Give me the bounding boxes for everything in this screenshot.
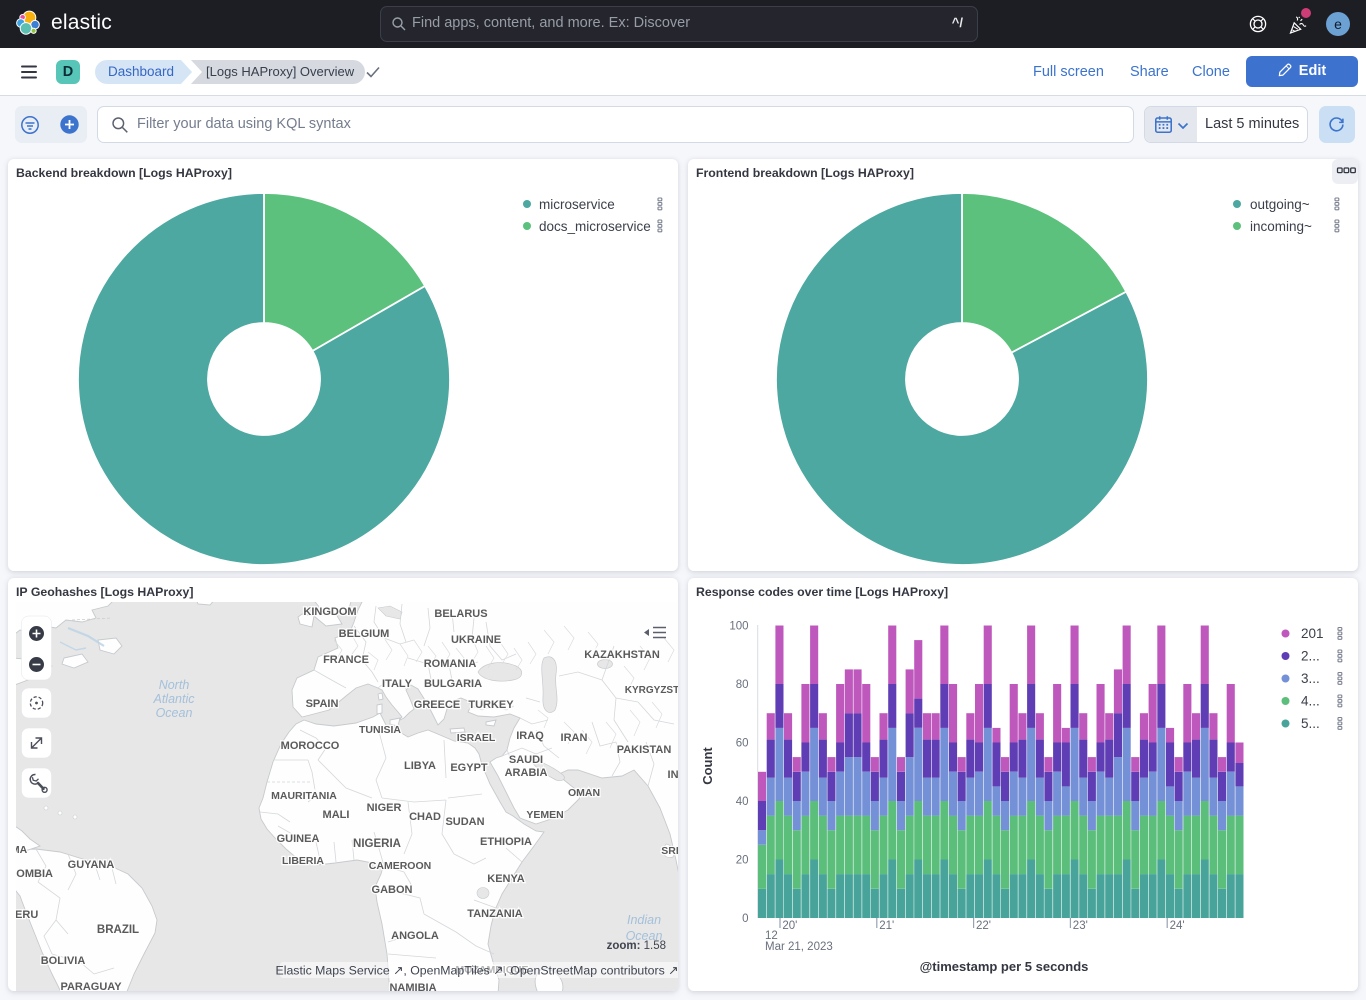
svg-text:5...: 5... — [1301, 716, 1320, 731]
svg-text:MALI: MALI — [323, 809, 350, 821]
svg-text:Mar 21, 2023: Mar 21, 2023 — [765, 941, 833, 953]
svg-text:docs_microservice: docs_microservice — [539, 219, 651, 234]
svg-text:SAUDI: SAUDI — [509, 754, 543, 766]
svg-text:60: 60 — [736, 738, 749, 750]
svg-text:ETHIOPIA: ETHIOPIA — [480, 836, 532, 848]
svg-text:GREECE: GREECE — [414, 699, 460, 711]
svg-text:ROMANIA: ROMANIA — [424, 658, 477, 670]
svg-text:SUDAN: SUDAN — [445, 816, 484, 828]
svg-text:MA: MA — [16, 844, 28, 856]
svg-text:3...: 3... — [1301, 671, 1320, 686]
svg-text:20': 20' — [782, 920, 797, 932]
svg-text:@timestamp per 5 seconds: @timestamp per 5 seconds — [920, 959, 1089, 974]
svg-text:GABON: GABON — [372, 884, 413, 896]
svg-text:24': 24' — [1170, 920, 1185, 932]
svg-text:microservice: microservice — [539, 197, 615, 212]
svg-text:SRI: SRI — [661, 845, 678, 857]
svg-text:ISRAEL: ISRAEL — [457, 732, 496, 744]
svg-text:North: North — [159, 678, 190, 692]
svg-text:Atlantic: Atlantic — [153, 692, 196, 706]
svg-text:100: 100 — [729, 621, 748, 633]
svg-text:Ocean: Ocean — [626, 929, 663, 943]
svg-text:TANZANIA: TANZANIA — [467, 908, 522, 920]
svg-text:80: 80 — [736, 679, 749, 691]
svg-text:MAURITANIA: MAURITANIA — [271, 790, 337, 802]
svg-text:YEMEN: YEMEN — [526, 809, 563, 821]
svg-text:OMAN: OMAN — [568, 787, 600, 799]
svg-text:KAZAKHSTAN: KAZAKHSTAN — [584, 649, 660, 661]
svg-text:22': 22' — [976, 920, 991, 932]
svg-text:ARABIA: ARABIA — [505, 767, 548, 779]
svg-text:IND: IND — [668, 769, 678, 781]
svg-text:BELGIUM: BELGIUM — [339, 628, 390, 640]
svg-text:23': 23' — [1073, 920, 1088, 932]
svg-text:SPAIN: SPAIN — [306, 698, 339, 710]
svg-text:Indian: Indian — [627, 913, 661, 927]
svg-text:LIBERIA: LIBERIA — [282, 855, 324, 867]
svg-text:GUINEA: GUINEA — [277, 833, 320, 845]
svg-text:NAMIBIA: NAMIBIA — [389, 982, 436, 991]
svg-text:LIBYA: LIBYA — [404, 760, 436, 772]
svg-text:Elastic Maps Service ↗, OpenMa: Elastic Maps Service ↗, OpenMapTiles ↗, … — [276, 964, 678, 978]
svg-text:UKRAINE: UKRAINE — [451, 634, 501, 646]
svg-text:zoom: 1.58: zoom: 1.58 — [607, 940, 666, 952]
svg-text:ITALY: ITALY — [382, 678, 413, 690]
svg-text:FRANCE: FRANCE — [323, 654, 369, 666]
svg-text:20: 20 — [736, 855, 749, 867]
svg-text:BRAZIL: BRAZIL — [97, 924, 139, 936]
svg-text:NIGER: NIGER — [367, 802, 402, 814]
svg-text:IRAN: IRAN — [561, 732, 588, 744]
svg-text:4...: 4... — [1301, 694, 1320, 709]
svg-text:NIGERIA: NIGERIA — [353, 838, 401, 850]
svg-text:KENYA: KENYA — [487, 873, 525, 885]
svg-text:PARAGUAY: PARAGUAY — [60, 981, 122, 991]
svg-text:ANGOLA: ANGOLA — [391, 930, 439, 942]
svg-text:GUYANA: GUYANA — [68, 859, 115, 871]
svg-text:incoming~: incoming~ — [1250, 219, 1312, 234]
svg-text:BULGARIA: BULGARIA — [424, 678, 482, 690]
svg-text:21': 21' — [879, 920, 894, 932]
svg-text:outgoing~: outgoing~ — [1250, 197, 1310, 212]
svg-text:IRAQ: IRAQ — [516, 730, 544, 742]
svg-text:12: 12 — [765, 930, 778, 942]
svg-text:EGYPT: EGYPT — [450, 762, 488, 774]
svg-text:CHAD: CHAD — [409, 811, 441, 823]
svg-text:201: 201 — [1301, 626, 1324, 641]
svg-text:Ocean: Ocean — [156, 706, 193, 720]
svg-text:40: 40 — [736, 796, 749, 808]
svg-text:KINGDOM: KINGDOM — [303, 606, 356, 618]
svg-text:KYRGYZST: KYRGYZST — [625, 685, 678, 696]
svg-text:TUNISIA: TUNISIA — [359, 724, 401, 736]
svg-text:BOLIVIA: BOLIVIA — [41, 955, 86, 967]
svg-text:OLOMBIA: OLOMBIA — [16, 868, 53, 880]
svg-text:PAKISTAN: PAKISTAN — [617, 744, 672, 756]
svg-text:2...: 2... — [1301, 649, 1320, 664]
svg-text:TURKEY: TURKEY — [468, 699, 514, 711]
svg-text:Count: Count — [700, 747, 715, 785]
svg-text:CAMEROON: CAMEROON — [369, 860, 431, 872]
svg-text:BELARUS: BELARUS — [434, 608, 487, 620]
svg-text:0: 0 — [742, 913, 748, 925]
svg-text:MOROCCO: MOROCCO — [281, 740, 340, 752]
svg-text:PERU: PERU — [16, 909, 38, 921]
